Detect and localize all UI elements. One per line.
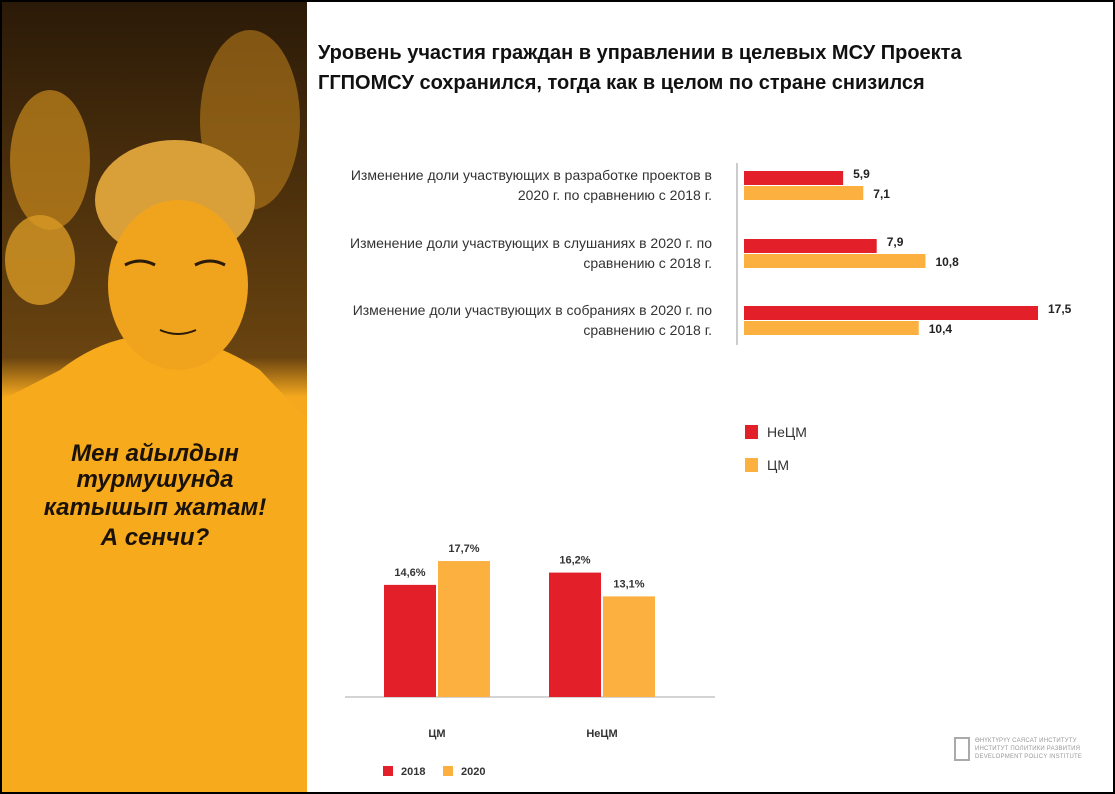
legend-label: 2018 <box>401 766 425 778</box>
logo-text: ӨНҮКТҮРҮҮ САЯСАТ ИНСТИТУТУ <box>975 738 1077 744</box>
x-tick-label: НеЦМ <box>586 728 617 740</box>
bar <box>744 239 877 253</box>
category-label: Изменение доли участвующих в разработке … <box>350 167 712 203</box>
legend-swatch <box>745 458 758 472</box>
value-label: 10,8 <box>935 255 959 269</box>
category-label: Изменение доли участвующих в собраниях в… <box>352 302 712 338</box>
logo-mark <box>954 737 970 761</box>
bar <box>744 171 844 185</box>
legend-swatch <box>443 766 453 776</box>
bar <box>603 596 655 697</box>
poster-text: А сенчи? <box>100 524 210 551</box>
category-label: Изменение доли участвующих в слушаниях в… <box>350 235 712 271</box>
legend-swatch <box>745 425 758 439</box>
slide-title: Уровень участия граждан в управлении в ц… <box>318 42 962 94</box>
poster-text: катышып жатам! <box>43 494 267 521</box>
legend-label: НеЦМ <box>767 424 807 440</box>
value-label: 14,6% <box>394 567 425 579</box>
bar <box>549 572 601 697</box>
logo-text: DEVELOPMENT POLICY INSTITUTE <box>975 754 1083 760</box>
value-label: 7,1 <box>873 187 890 201</box>
legend-swatch <box>383 766 393 776</box>
poster-text: турмушунда <box>76 466 234 493</box>
value-label: 10,4 <box>929 322 953 336</box>
bar <box>744 321 919 335</box>
bar <box>438 561 490 697</box>
bar <box>744 254 926 268</box>
value-label: 17,7% <box>448 543 479 555</box>
value-label: 16,2% <box>559 555 590 567</box>
bar <box>744 306 1038 320</box>
x-tick-label: ЦМ <box>428 728 445 740</box>
value-label: 17,5 <box>1048 302 1072 316</box>
legend-label: 2020 <box>461 766 485 778</box>
legend-label: ЦМ <box>767 457 789 473</box>
bar <box>744 186 864 200</box>
bar <box>384 584 436 697</box>
poster-image <box>2 2 307 792</box>
poster-text: Мен айылдын <box>71 440 239 467</box>
value-label: 7,9 <box>887 235 904 249</box>
value-label: 5,9 <box>853 167 870 181</box>
value-label: 13,1% <box>613 578 644 590</box>
logo-text: ИНСТИТУТ ПОЛИТИКИ РАЗВИТИЯ <box>975 746 1081 752</box>
